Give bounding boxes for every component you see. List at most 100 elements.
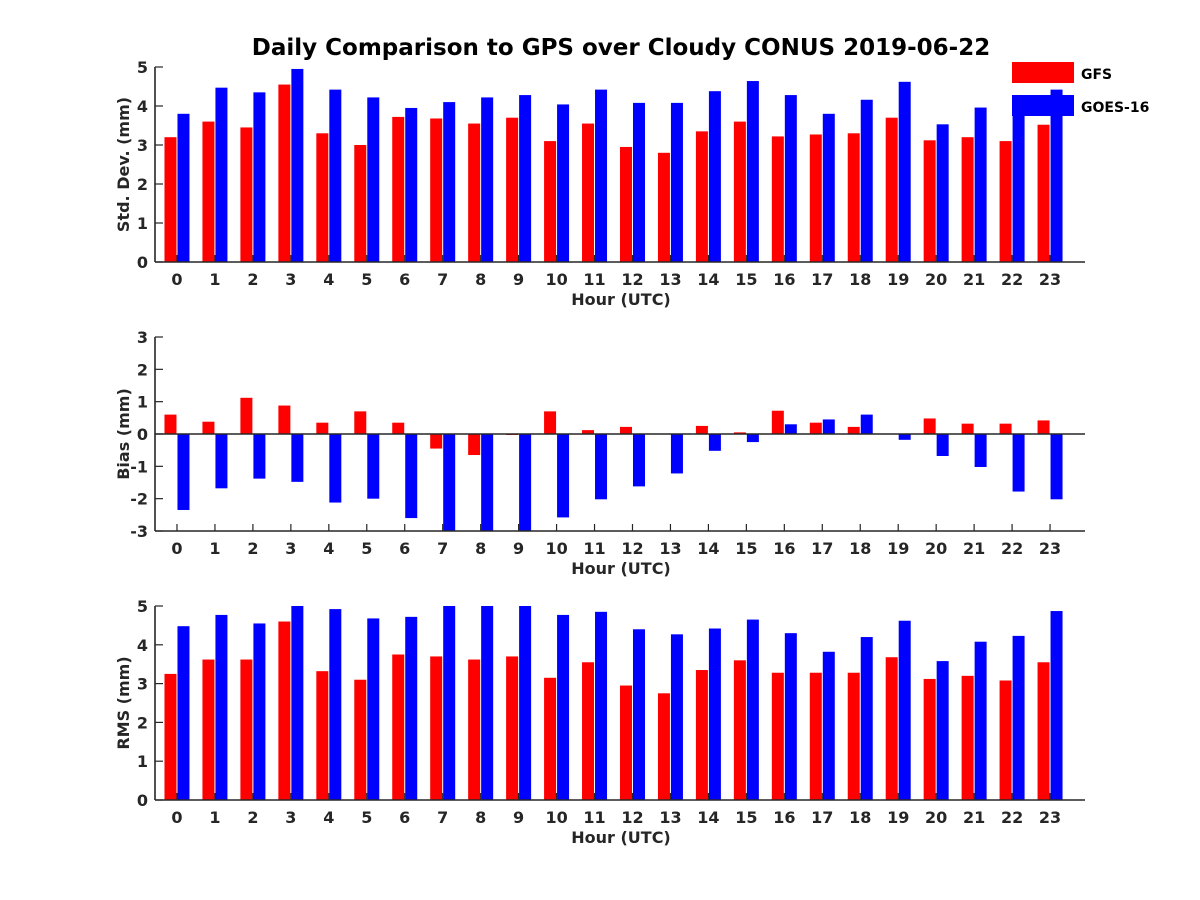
bar-goes16-hour-9 [519,606,532,800]
y-tick-label: 2 [137,175,148,194]
x-tick-label-3: 3 [285,539,296,558]
x-tick-label-12: 12 [621,808,643,827]
bar-goes16-hour-0 [177,113,190,262]
y-tick-label: 3 [137,136,148,155]
bar-gfs-hour-11 [582,430,595,434]
x-tick-label-16: 16 [773,539,795,558]
bar-gfs-hour-7 [430,656,443,800]
bar-goes16-hour-21 [974,107,987,262]
x-tick-label-7: 7 [437,539,448,558]
bar-gfs-hour-19 [885,117,898,262]
y-tick-label: 0 [137,253,148,272]
bar-gfs-hour-20 [923,678,936,800]
bar-goes16-hour-18 [860,414,873,434]
bar-gfs-hour-16 [771,672,784,800]
bar-goes16-hour-0 [177,434,190,510]
bar-goes16-hour-21 [974,434,987,467]
x-tick-label-7: 7 [437,808,448,827]
x-tick-label-9: 9 [513,270,524,289]
bar-goes16-hour-5 [367,97,380,262]
bar-gfs-hour-16 [771,410,784,434]
bar-goes16-hour-5 [367,434,380,499]
bar-gfs-hour-17 [809,134,822,262]
bar-gfs-hour-11 [582,123,595,262]
x-axis-label: Hour (UTC) [571,828,671,847]
bar-goes16-hour-15 [746,619,759,800]
bar-goes16-hour-20 [936,661,949,800]
bar-gfs-hour-21 [961,675,974,800]
x-tick-label-14: 14 [697,270,719,289]
bar-gfs-hour-2 [240,659,253,800]
bar-goes16-hour-9 [519,95,532,262]
bar-gfs-hour-12 [619,146,632,262]
bar-gfs-hour-4 [316,422,329,434]
bar-gfs-hour-6 [392,422,405,434]
x-tick-label-21: 21 [963,270,985,289]
bar-gfs-hour-9 [506,117,519,262]
bar-goes16-hour-12 [632,434,645,487]
legend-swatch-goes16 [1012,95,1074,116]
bar-goes16-hour-7 [443,606,456,800]
x-tick-label-19: 19 [887,539,909,558]
bar-goes16-hour-8 [481,606,494,800]
x-tick-label-12: 12 [621,270,643,289]
x-tick-label-2: 2 [247,270,258,289]
chart-title: Daily Comparison to GPS over Cloudy CONU… [252,35,990,61]
y-axis-label: Std. Dev. (mm) [114,97,133,232]
y-tick-label: -3 [130,522,148,541]
bar-gfs-hour-2 [240,127,253,262]
bar-goes16-hour-23 [1050,89,1063,263]
bar-gfs-hour-1 [202,121,215,262]
bar-gfs-hour-13 [657,693,670,800]
bar-goes16-hour-2 [253,434,266,479]
x-tick-label-15: 15 [735,539,757,558]
bar-goes16-hour-5 [367,618,380,800]
x-tick-label-4: 4 [323,270,334,289]
bar-goes16-hour-17 [822,651,835,800]
bar-goes16-hour-3 [291,606,304,800]
bar-gfs-hour-14 [695,131,708,262]
x-tick-label-15: 15 [735,808,757,827]
bar-goes16-hour-2 [253,623,266,800]
x-tick-label-16: 16 [773,808,795,827]
bar-gfs-hour-11 [582,662,595,800]
bar-gfs-hour-10 [544,411,557,434]
x-tick-label-19: 19 [887,808,909,827]
x-tick-label-11: 11 [583,539,605,558]
y-tick-label: -2 [130,490,148,509]
y-tick-label: 3 [137,675,148,694]
bar-goes16-hour-22 [1012,111,1025,262]
bar-goes16-hour-14 [708,434,721,451]
bar-goes16-hour-15 [746,81,759,262]
bar-gfs-hour-14 [695,425,708,434]
x-tick-label-11: 11 [583,270,605,289]
bar-gfs-hour-15 [733,121,746,262]
y-tick-label: 4 [137,97,148,116]
bar-goes16-hour-2 [253,92,266,262]
bar-goes16-hour-13 [670,434,683,474]
x-tick-label-5: 5 [361,270,372,289]
x-tick-label-10: 10 [545,539,567,558]
bar-gfs-hour-13 [657,152,670,262]
y-tick-label: 5 [137,597,148,616]
bar-goes16-hour-20 [936,124,949,262]
x-tick-label-9: 9 [513,539,524,558]
x-tick-label-14: 14 [697,539,719,558]
bar-goes16-hour-14 [708,628,721,800]
bar-gfs-hour-17 [809,672,822,800]
x-tick-label-16: 16 [773,270,795,289]
bar-goes16-hour-12 [632,629,645,800]
x-tick-label-0: 0 [171,808,182,827]
x-tick-label-11: 11 [583,808,605,827]
bar-gfs-hour-1 [202,659,215,800]
x-tick-label-17: 17 [811,808,833,827]
bar-gfs-hour-8 [468,659,481,800]
bar-gfs-hour-10 [544,141,557,262]
bar-goes16-hour-3 [291,434,304,482]
bar-gfs-hour-21 [961,137,974,262]
bar-gfs-hour-5 [354,411,367,434]
